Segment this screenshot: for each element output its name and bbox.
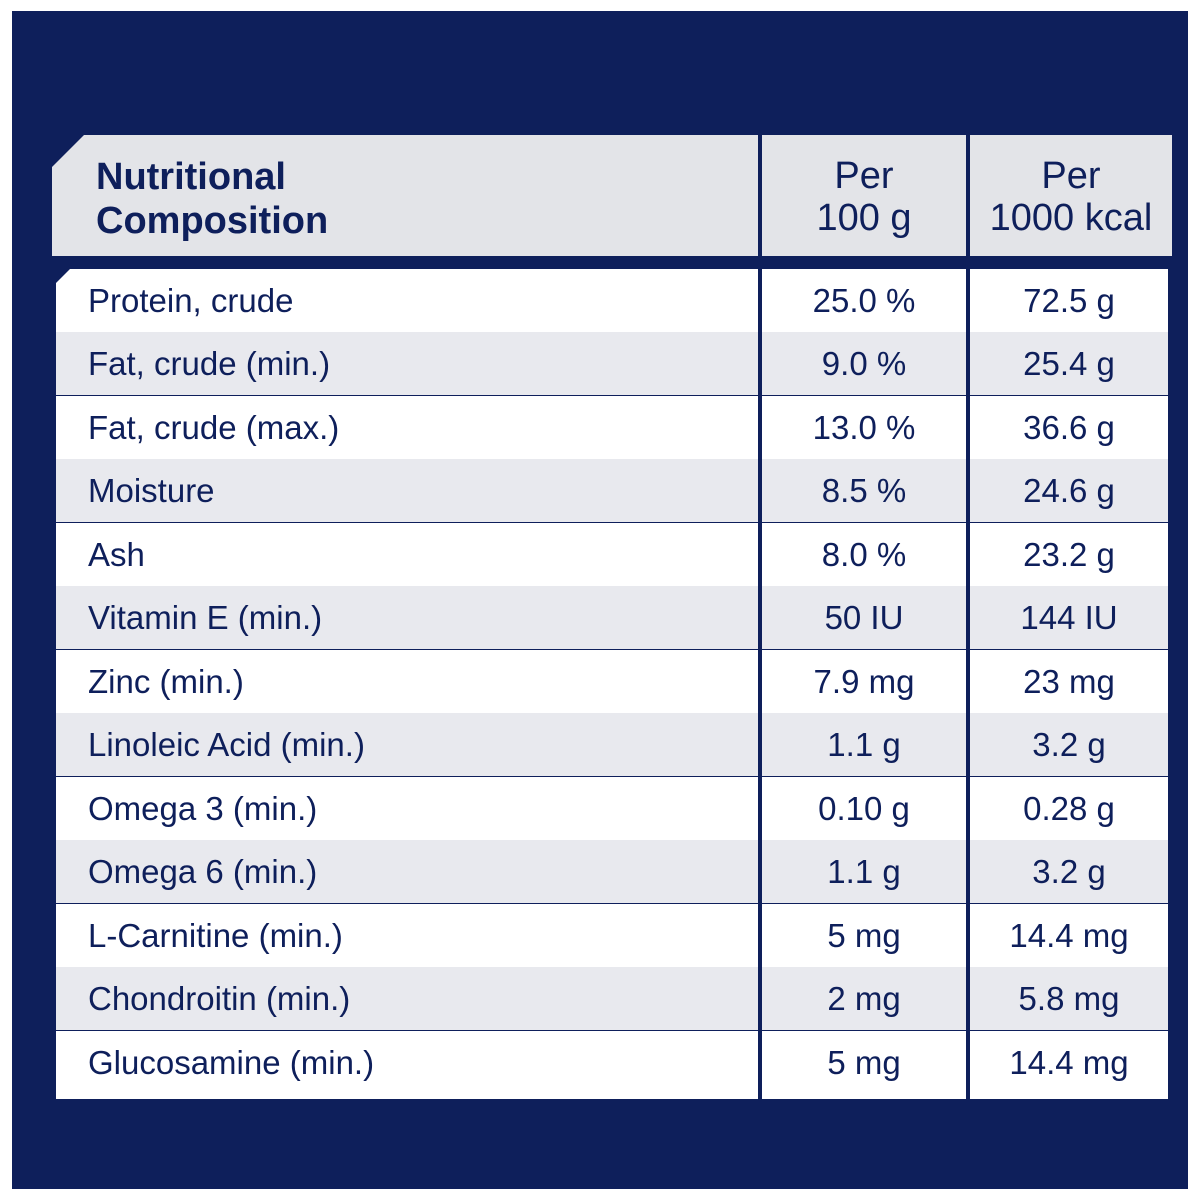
- nutrient-name: Ash: [56, 523, 758, 586]
- table-row: Moisture 8.5 % 24.6 g: [52, 459, 1172, 522]
- nutrition-table: Nutritional Composition Per 100 g Per 10…: [52, 135, 1172, 1099]
- table-body: Protein, crude 25.0 % 72.5 g Fat, crude …: [52, 269, 1172, 1099]
- value-per-100g: 8.5 %: [762, 459, 966, 522]
- table-row: Vitamin E (min.) 50 IU 144 IU: [52, 586, 1172, 649]
- table-row: Linoleic Acid (min.) 1.1 g 3.2 g: [52, 713, 1172, 776]
- table-header: Nutritional Composition Per 100 g Per 10…: [52, 135, 1172, 256]
- table-row: Ash 8.0 % 23.2 g: [52, 523, 1172, 586]
- header-per-100g: Per 100 g: [762, 135, 966, 256]
- table-row: Omega 6 (min.) 1.1 g 3.2 g: [52, 840, 1172, 903]
- value-per-1000kcal: 25.4 g: [970, 332, 1168, 395]
- value-per-100g: 50 IU: [762, 586, 966, 649]
- value-per-100g: 25.0 %: [762, 269, 966, 332]
- table-row: Zinc (min.) 7.9 mg 23 mg: [52, 650, 1172, 713]
- nutrient-name: Omega 3 (min.): [56, 777, 758, 840]
- value-per-1000kcal: 0.28 g: [970, 777, 1168, 840]
- value-per-1000kcal: 144 IU: [970, 586, 1168, 649]
- table-row: L-Carnitine (min.) 5 mg 14.4 mg: [52, 904, 1172, 967]
- nutrient-name: Vitamin E (min.): [56, 586, 758, 649]
- value-per-1000kcal: 23.2 g: [970, 523, 1168, 586]
- value-per-1000kcal: 14.4 mg: [970, 904, 1168, 967]
- value-per-100g: 13.0 %: [762, 396, 966, 459]
- value-per-100g: 8.0 %: [762, 523, 966, 586]
- nutrient-name: Chondroitin (min.): [56, 967, 758, 1030]
- value-per-100g: 5 mg: [762, 1031, 966, 1099]
- header-col3-line2: 1000 kcal: [989, 197, 1153, 239]
- value-per-1000kcal: 14.4 mg: [970, 1031, 1168, 1099]
- value-per-1000kcal: 72.5 g: [970, 269, 1168, 332]
- table-row: Protein, crude 25.0 % 72.5 g: [52, 269, 1172, 332]
- nutrient-name: Zinc (min.): [56, 650, 758, 713]
- nutrient-name: Linoleic Acid (min.): [56, 713, 758, 776]
- value-per-100g: 5 mg: [762, 904, 966, 967]
- table-row: Fat, crude (max.) 13.0 % 36.6 g: [52, 396, 1172, 459]
- header-col1-line1: Nutritional: [96, 156, 286, 198]
- table-row: Glucosamine (min.) 5 mg 14.4 mg: [52, 1031, 1172, 1099]
- value-per-1000kcal: 3.2 g: [970, 713, 1168, 776]
- background-panel: Nutritional Composition Per 100 g Per 10…: [12, 11, 1188, 1189]
- nutrient-name: Fat, crude (max.): [56, 396, 758, 459]
- header-per-1000kcal: Per 1000 kcal: [970, 135, 1172, 256]
- nutrient-name: Moisture: [56, 459, 758, 522]
- table-row: Chondroitin (min.) 2 mg 5.8 mg: [52, 967, 1172, 1030]
- header-col2-line2: 100 g: [816, 197, 912, 239]
- table-row: Fat, crude (min.) 9.0 % 25.4 g: [52, 332, 1172, 395]
- value-per-1000kcal: 36.6 g: [970, 396, 1168, 459]
- value-per-100g: 1.1 g: [762, 713, 966, 776]
- value-per-1000kcal: 3.2 g: [970, 840, 1168, 903]
- nutrient-name: Omega 6 (min.): [56, 840, 758, 903]
- nutrient-name: Fat, crude (min.): [56, 332, 758, 395]
- value-per-1000kcal: 23 mg: [970, 650, 1168, 713]
- table-row: Omega 3 (min.) 0.10 g 0.28 g: [52, 777, 1172, 840]
- value-per-1000kcal: 24.6 g: [970, 459, 1168, 522]
- nutrient-name: Protein, crude: [56, 269, 758, 332]
- header-col3-line1: Per: [1041, 155, 1101, 197]
- header-col2-line1: Per: [834, 155, 894, 197]
- value-per-100g: 7.9 mg: [762, 650, 966, 713]
- value-per-100g: 2 mg: [762, 967, 966, 1030]
- header-col1-line2: Composition: [96, 200, 329, 242]
- nutrient-name: Glucosamine (min.): [56, 1031, 758, 1099]
- value-per-100g: 0.10 g: [762, 777, 966, 840]
- value-per-100g: 1.1 g: [762, 840, 966, 903]
- value-per-100g: 9.0 %: [762, 332, 966, 395]
- value-per-1000kcal: 5.8 mg: [970, 967, 1168, 1030]
- nutrient-name: L-Carnitine (min.): [56, 904, 758, 967]
- header-nutritional-composition: Nutritional Composition: [52, 135, 758, 256]
